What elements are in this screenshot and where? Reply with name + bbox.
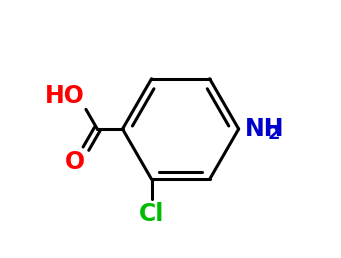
Text: HO: HO xyxy=(45,84,85,108)
Text: NH: NH xyxy=(245,117,284,141)
Text: Cl: Cl xyxy=(139,202,164,226)
Text: 2: 2 xyxy=(267,125,280,142)
Text: O: O xyxy=(64,150,85,174)
